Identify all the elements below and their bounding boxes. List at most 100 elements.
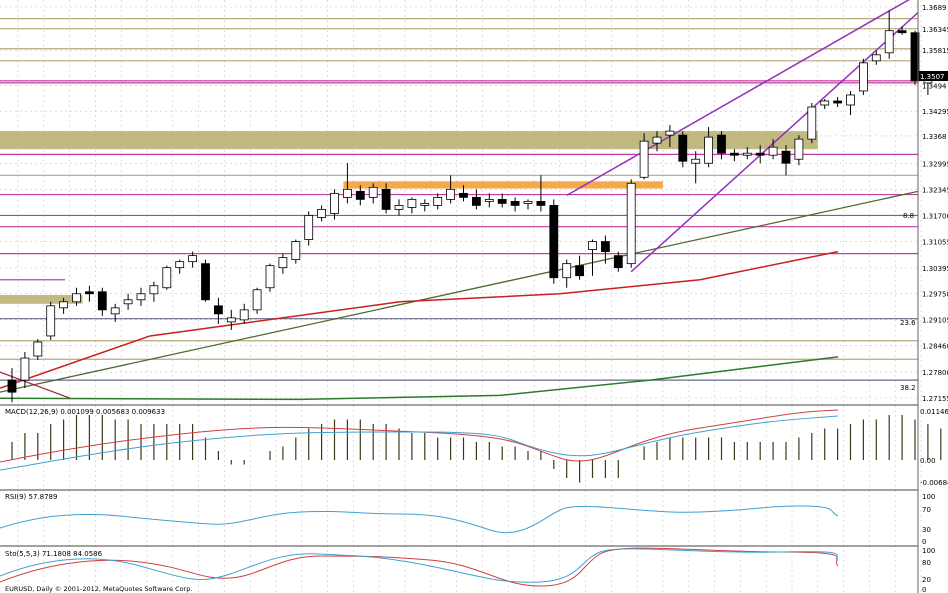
candle-body xyxy=(755,152,765,156)
candle-body xyxy=(85,291,94,295)
moving-averages xyxy=(0,190,919,401)
price-tick: 1.3368 xyxy=(922,133,947,141)
channel-upper xyxy=(566,0,910,197)
candle-body xyxy=(523,200,533,204)
candle-body xyxy=(252,289,262,311)
sto-signal xyxy=(0,547,839,587)
macd-top-label: 0.011462 xyxy=(920,408,948,416)
candle-body xyxy=(239,309,249,321)
price-tick: 1.36345 xyxy=(922,26,948,34)
sto-main xyxy=(0,548,839,583)
candle-body xyxy=(833,100,842,104)
candlesticks xyxy=(7,10,933,403)
candle-body xyxy=(342,188,352,198)
candle-body xyxy=(781,150,791,164)
price-scale: 1.3689 1.36345 1.35815 1.3494 1.34295 1.3368 1… xyxy=(922,4,948,403)
candle-body xyxy=(175,261,185,269)
candle-body xyxy=(575,265,584,277)
candle-body xyxy=(226,317,236,323)
price-zones xyxy=(0,131,818,304)
macd-panel: MACD(12,26,9) 0.001099 0.005683 0.009633… xyxy=(0,404,948,487)
candle-body xyxy=(330,192,339,214)
candle-body xyxy=(33,341,43,357)
candle-body xyxy=(484,198,494,202)
candle-body xyxy=(459,192,468,198)
price-tick: 1.3689 xyxy=(922,4,947,12)
price-tick: 1.27800 xyxy=(922,369,948,377)
candle-body xyxy=(639,140,649,178)
copyright-text: EURUSD, Daily © 2001-2012, MetaQuotes So… xyxy=(5,585,193,593)
candle-body xyxy=(407,198,417,208)
price-tick: 1.30395 xyxy=(922,265,948,273)
macd-label: MACD(12,26,9) 0.001099 0.005683 0.009633 xyxy=(5,408,165,416)
candle-body xyxy=(162,267,172,289)
candle-body xyxy=(691,158,701,164)
fib-label-38: 38.2 xyxy=(900,384,916,392)
zone xyxy=(0,294,83,304)
channel-lower xyxy=(630,12,919,273)
candle-body xyxy=(536,200,546,206)
candle-body xyxy=(149,285,159,295)
macd-bottom-label: -0.00684 xyxy=(920,479,948,487)
stochastic-panel: Sto(5,5,3) 71.1808 84.0586 100 80 20 0 xyxy=(0,545,935,593)
candle-body xyxy=(7,379,17,393)
candle-body xyxy=(859,62,868,92)
stochastic-lines xyxy=(0,547,839,587)
grid xyxy=(0,0,922,593)
candle-body xyxy=(471,196,481,206)
candle-body xyxy=(910,32,920,82)
candle-body xyxy=(188,255,198,263)
candle-body xyxy=(59,301,68,309)
candle-body xyxy=(510,200,520,206)
sto-level-100: 100 xyxy=(922,547,935,555)
price-tick: 1.3494 xyxy=(922,82,947,90)
candle-body xyxy=(497,198,507,204)
candle-body xyxy=(601,241,610,253)
horizontal-levels xyxy=(0,18,918,381)
candle-body xyxy=(368,186,378,198)
macd-lines xyxy=(0,409,839,471)
candle-body xyxy=(355,190,365,200)
candle-body xyxy=(704,136,713,164)
candle-body xyxy=(820,100,830,106)
sto-level-80: 80 xyxy=(922,559,931,567)
candle-body xyxy=(884,30,894,54)
candle-body xyxy=(730,152,739,156)
price-tick: 1.27155 xyxy=(922,395,948,403)
trendline xyxy=(0,190,919,393)
rsi-label: RSI(9) 57.8789 xyxy=(5,493,57,501)
macd-signal xyxy=(0,409,839,463)
candle-body xyxy=(768,146,778,156)
sto-level-0: 0 xyxy=(922,586,926,593)
rsi-lines xyxy=(0,505,839,534)
price-tick: 1.35815 xyxy=(922,47,948,55)
candle-body xyxy=(446,188,456,200)
candle-body xyxy=(317,209,327,218)
candle-body xyxy=(794,138,804,160)
rsi-panel: RSI(9) 57.8789 100 70 30 0 xyxy=(0,489,935,546)
candle-body xyxy=(897,30,907,34)
price-tick: 1.31700 xyxy=(922,212,948,220)
candle-body xyxy=(717,134,726,154)
candle-body xyxy=(394,205,404,210)
candle-body xyxy=(278,257,288,269)
candle-body xyxy=(20,357,30,381)
price-tick: 1.32345 xyxy=(922,187,948,195)
candle-body xyxy=(613,255,623,269)
candle-body xyxy=(871,54,881,62)
price-tick: 1.29105 xyxy=(922,317,948,325)
candle-body xyxy=(97,291,107,311)
rsi-level-100: 100 xyxy=(922,493,935,501)
sto-level-20: 20 xyxy=(922,576,931,584)
price-tick: 1.31055 xyxy=(922,238,948,246)
candle-body xyxy=(665,130,675,136)
fib-label-23: 23.6 xyxy=(900,319,916,327)
candle-body xyxy=(304,215,314,240)
price-tick: 1.29758 xyxy=(922,290,948,298)
fib-label-8: 8.8 xyxy=(903,212,914,220)
zone xyxy=(343,181,663,189)
candle-body xyxy=(846,94,855,106)
candle-body xyxy=(678,134,688,162)
price-channel xyxy=(566,0,919,273)
candle-body xyxy=(562,263,572,279)
